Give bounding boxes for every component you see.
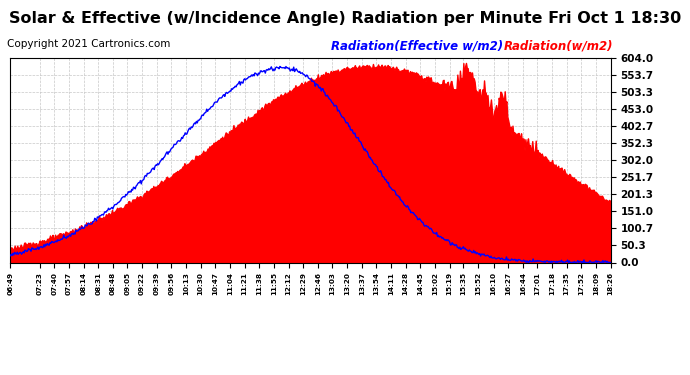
Text: Radiation(w/m2): Radiation(w/m2) [504, 39, 613, 53]
Text: Solar & Effective (w/Incidence Angle) Radiation per Minute Fri Oct 1 18:30: Solar & Effective (w/Incidence Angle) Ra… [9, 11, 681, 26]
Text: Radiation(Effective w/m2): Radiation(Effective w/m2) [331, 39, 503, 53]
Text: Copyright 2021 Cartronics.com: Copyright 2021 Cartronics.com [7, 39, 170, 50]
